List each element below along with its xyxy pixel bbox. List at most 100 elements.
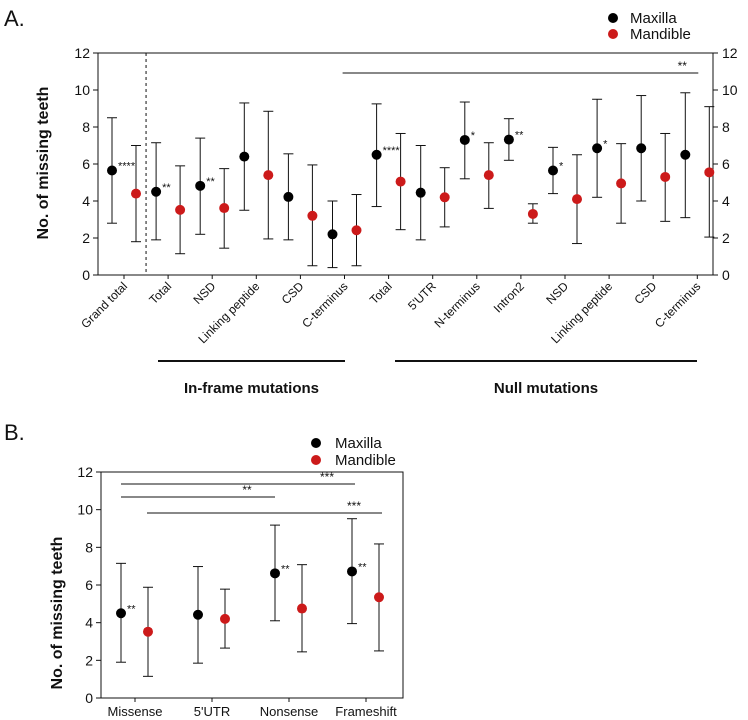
significance-label: * bbox=[559, 160, 564, 172]
y-tick-label-left: 12 bbox=[74, 45, 90, 61]
significance-label: * bbox=[603, 138, 608, 150]
point-mandible bbox=[220, 613, 230, 624]
legend-label-maxilla: Maxilla bbox=[630, 10, 677, 27]
legend-marker-maxilla bbox=[311, 438, 321, 448]
y-tick-label: 0 bbox=[85, 690, 93, 706]
x-tick-label: Missense bbox=[108, 704, 163, 719]
point-mandible bbox=[616, 178, 627, 189]
x-tick-label: Frameshift bbox=[335, 704, 397, 719]
legend-marker-maxilla bbox=[608, 13, 618, 23]
point-mandible bbox=[527, 208, 538, 219]
panel-b-plot: 0 2 4 6 8 10 12 Missense 5'UTR Nonsense Frameshift… bbox=[77, 435, 404, 719]
y-tick-label-right: 12 bbox=[722, 45, 738, 61]
legend-label-maxilla: Maxilla bbox=[335, 435, 382, 452]
point-maxilla bbox=[503, 134, 514, 145]
x-tick-label: Intron2 bbox=[491, 279, 528, 316]
point-maxilla bbox=[347, 566, 357, 577]
significance-label: * bbox=[471, 130, 476, 142]
point-maxilla bbox=[116, 608, 126, 619]
y-tick-label-right: 6 bbox=[722, 156, 730, 172]
point-mandible bbox=[351, 225, 362, 236]
y-tick-label-right: 4 bbox=[722, 193, 730, 209]
point-maxilla bbox=[239, 151, 250, 162]
x-tick-label: 5'UTR bbox=[405, 279, 439, 313]
point-maxilla bbox=[283, 191, 294, 202]
x-tick-label: NSD bbox=[191, 279, 219, 307]
x-tick-label: Total bbox=[367, 279, 395, 307]
point-maxilla bbox=[327, 229, 338, 240]
legend-label-mandible: Mandible bbox=[335, 452, 396, 469]
point-maxilla bbox=[636, 143, 647, 154]
panel-a-label: A. bbox=[4, 6, 25, 31]
point-mandible bbox=[572, 194, 582, 205]
y-tick-label-left: 10 bbox=[74, 82, 90, 98]
y-tick-label-right: 2 bbox=[722, 230, 730, 246]
point-mandible bbox=[374, 592, 384, 603]
x-tick-label: Grand total bbox=[78, 279, 130, 331]
comparison-label: *** bbox=[347, 499, 361, 513]
y-tick-label: 12 bbox=[77, 464, 93, 480]
significance-label: **** bbox=[383, 145, 401, 157]
comparison-label: ** bbox=[678, 59, 688, 73]
x-tick-label: NSD bbox=[543, 279, 571, 307]
x-tick-label: Total bbox=[146, 279, 174, 307]
y-tick-label-left: 0 bbox=[82, 267, 90, 283]
y-tick-label-right: 8 bbox=[722, 119, 730, 135]
y-tick-label: 10 bbox=[77, 502, 93, 518]
point-mandible bbox=[219, 203, 230, 214]
panel-a-ylabel: No. of missing teeth bbox=[35, 87, 52, 240]
point-maxilla bbox=[548, 165, 558, 176]
x-tick-label: CSD bbox=[632, 279, 660, 307]
y-tick-label: 2 bbox=[85, 652, 93, 668]
significance-label: ** bbox=[162, 182, 171, 194]
significance-label: **** bbox=[118, 160, 136, 172]
point-maxilla bbox=[151, 186, 162, 197]
panel-b-label: B. bbox=[4, 420, 25, 445]
point-maxilla bbox=[270, 568, 280, 579]
point-mandible bbox=[175, 204, 186, 215]
panel-b-ylabel: No. of missing teeth bbox=[49, 537, 66, 690]
y-tick-label-right: 10 bbox=[722, 82, 738, 98]
point-mandible bbox=[439, 192, 450, 203]
point-mandible bbox=[143, 626, 153, 637]
legend-label-mandible: Mandible bbox=[630, 26, 691, 43]
x-tick-label: CSD bbox=[279, 279, 307, 307]
point-mandible bbox=[483, 170, 494, 181]
point-mandible bbox=[660, 171, 671, 182]
significance-label: ** bbox=[281, 563, 290, 575]
significance-label: ** bbox=[358, 561, 367, 573]
point-maxilla bbox=[107, 165, 117, 176]
y-tick-label: 6 bbox=[85, 577, 93, 593]
group-label: Null mutations bbox=[494, 380, 598, 397]
significance-label: ** bbox=[206, 176, 215, 188]
x-tick-label: N-terminus bbox=[432, 279, 483, 330]
y-tick-label-left: 4 bbox=[82, 193, 90, 209]
significance-label: ** bbox=[127, 603, 136, 615]
point-maxilla bbox=[195, 180, 206, 191]
y-tick-label: 4 bbox=[85, 615, 93, 631]
significance-label: ** bbox=[515, 130, 524, 142]
legend-marker-mandible bbox=[311, 455, 321, 465]
point-maxilla bbox=[459, 134, 470, 145]
legend-marker-mandible bbox=[608, 29, 618, 39]
point-maxilla bbox=[371, 149, 382, 160]
y-tick-label-left: 6 bbox=[82, 156, 90, 172]
x-tick-label: Nonsense bbox=[260, 704, 319, 719]
x-tick-label: C-terminus bbox=[299, 279, 350, 330]
group-label: In-frame mutations bbox=[184, 380, 319, 397]
x-tick-label: 5'UTR bbox=[194, 704, 230, 719]
y-tick-label-left: 2 bbox=[82, 230, 90, 246]
point-maxilla bbox=[592, 143, 603, 154]
x-tick-label: C-terminus bbox=[652, 279, 703, 330]
point-mandible bbox=[704, 167, 715, 178]
point-mandible bbox=[131, 188, 141, 199]
point-maxilla bbox=[193, 609, 203, 620]
y-tick-label: 8 bbox=[85, 539, 93, 555]
y-tick-label-right: 0 bbox=[722, 267, 730, 283]
point-mandible bbox=[395, 176, 406, 187]
comparison-label: ** bbox=[242, 483, 252, 497]
point-mandible bbox=[263, 170, 274, 181]
point-maxilla bbox=[415, 187, 426, 198]
point-mandible bbox=[307, 210, 318, 221]
